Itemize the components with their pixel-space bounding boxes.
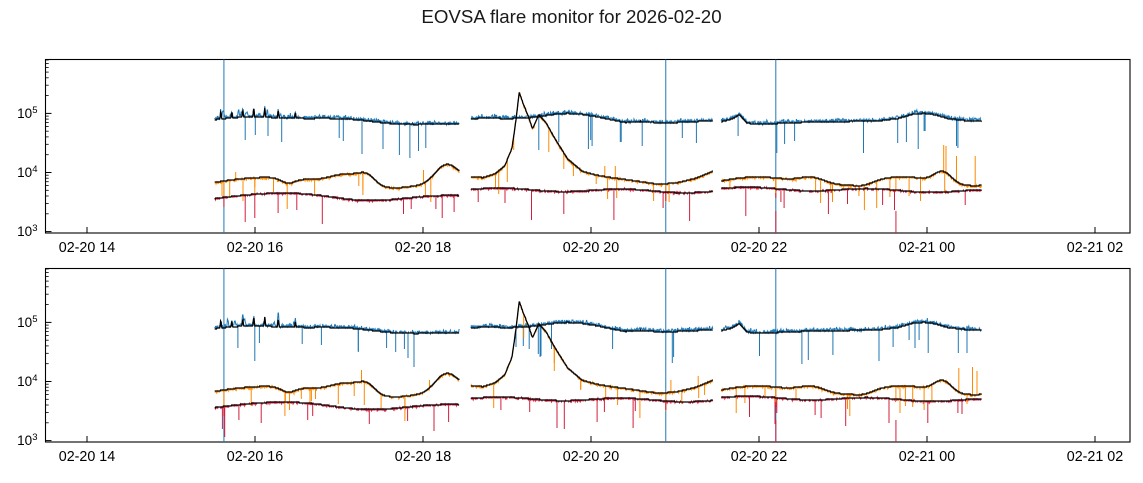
svg-text:02-21 00: 02-21 00	[899, 449, 955, 465]
svg-text:EOVSA flare monitor for 2026-0: EOVSA flare monitor for 2026-02-20	[421, 6, 721, 27]
svg-text:02-20 22: 02-20 22	[731, 449, 787, 465]
svg-text:02-20 20: 02-20 20	[563, 449, 619, 465]
svg-text:02-20 20: 02-20 20	[563, 240, 619, 256]
svg-text:02-20 16: 02-20 16	[227, 240, 283, 256]
svg-text:02-20 14: 02-20 14	[59, 449, 115, 465]
svg-text:02-20 16: 02-20 16	[227, 449, 283, 465]
svg-text:02-20 22: 02-20 22	[731, 240, 787, 256]
svg-text:02-21 02: 02-21 02	[1067, 449, 1123, 465]
svg-text:02-20 14: 02-20 14	[59, 240, 115, 256]
svg-text:02-20 18: 02-20 18	[395, 449, 451, 465]
svg-text:02-21 02: 02-21 02	[1067, 240, 1123, 256]
svg-text:02-21 00: 02-21 00	[899, 240, 955, 256]
svg-text:02-20 18: 02-20 18	[395, 240, 451, 256]
